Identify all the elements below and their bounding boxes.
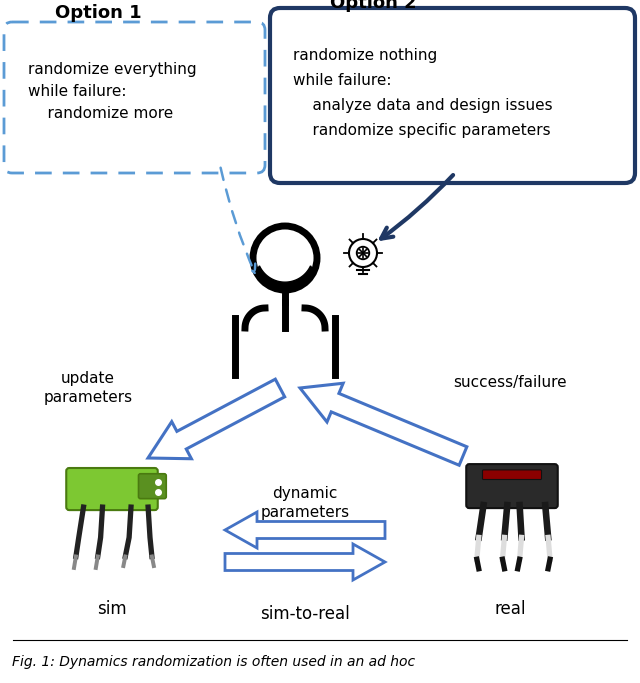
Text: analyze data and design issues: analyze data and design issues [293, 98, 552, 113]
FancyBboxPatch shape [67, 468, 157, 510]
Text: sim-to-real: sim-to-real [260, 605, 350, 623]
FancyBboxPatch shape [138, 474, 166, 499]
Text: sim: sim [97, 600, 127, 618]
Polygon shape [148, 379, 285, 459]
Text: randomize everything: randomize everything [28, 62, 196, 77]
Text: randomize specific parameters: randomize specific parameters [293, 123, 550, 138]
Text: success/failure: success/failure [453, 374, 567, 389]
Text: Option 2: Option 2 [330, 0, 417, 12]
Text: Fig. 1: Dynamics randomization is often used in an ad hoc: Fig. 1: Dynamics randomization is often … [12, 655, 415, 669]
Polygon shape [300, 383, 467, 465]
FancyBboxPatch shape [483, 470, 541, 479]
Text: randomize nothing: randomize nothing [293, 48, 437, 63]
Text: while failure:: while failure: [293, 73, 392, 88]
Text: while failure:: while failure: [28, 84, 127, 99]
Polygon shape [256, 266, 314, 290]
Text: update
parameters: update parameters [44, 371, 132, 406]
Text: real: real [494, 600, 525, 618]
FancyBboxPatch shape [467, 464, 557, 508]
Text: randomize more: randomize more [28, 106, 173, 121]
FancyBboxPatch shape [270, 8, 635, 183]
Text: Option 1: Option 1 [55, 4, 141, 22]
FancyBboxPatch shape [4, 22, 265, 173]
Polygon shape [225, 544, 385, 580]
Text: dynamic
parameters: dynamic parameters [260, 486, 349, 520]
Polygon shape [225, 512, 385, 548]
